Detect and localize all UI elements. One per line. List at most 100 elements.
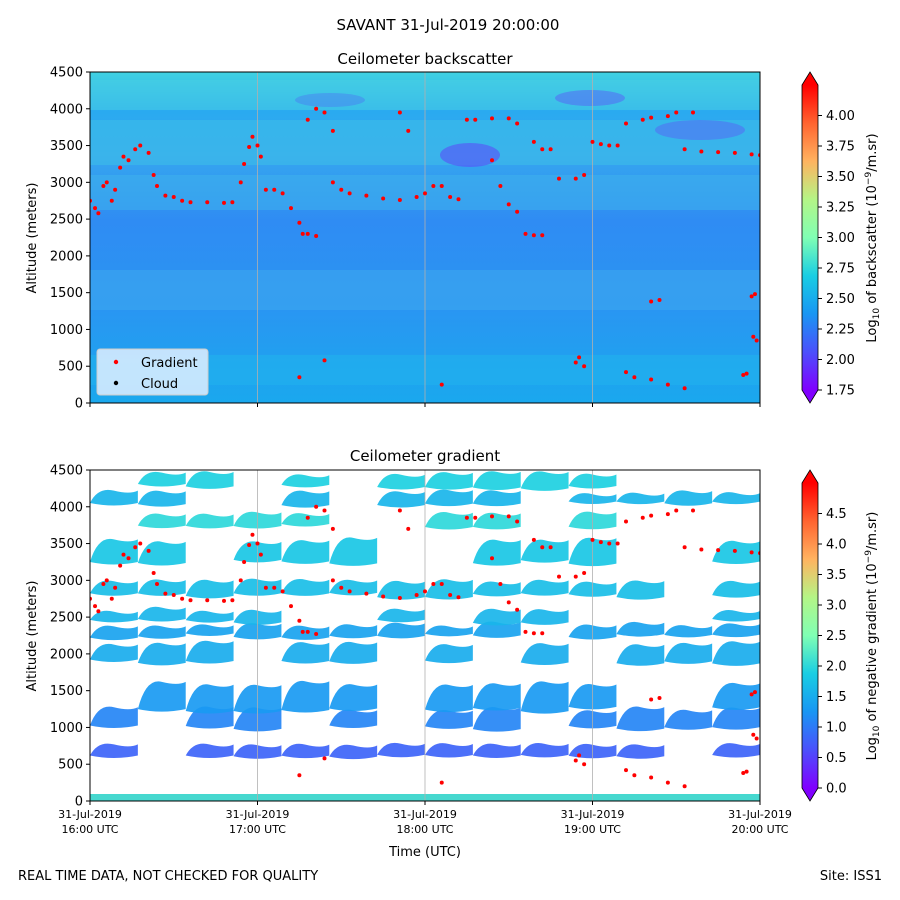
gradient-point — [506, 116, 511, 121]
gradient-layer-segment — [329, 709, 378, 728]
gradient-title: Ceilometer gradient — [350, 447, 500, 465]
gradient-point — [163, 591, 168, 596]
gradient-layer-segment — [90, 706, 138, 729]
gradient-point — [109, 198, 114, 203]
gradient-layer-segment — [472, 683, 521, 711]
gradient-layer-segment — [185, 610, 234, 623]
gradient-layer-segment — [137, 541, 186, 566]
gradient-point — [118, 563, 123, 568]
gradient-point — [280, 589, 285, 594]
gradient-point — [607, 143, 612, 148]
colorbar-label-part: /m.sr) — [865, 133, 880, 171]
gradient-point — [674, 110, 679, 115]
colorbar-label-part: /m.sr) — [865, 512, 880, 550]
gradient-point — [573, 758, 578, 763]
gradient-point — [247, 543, 252, 548]
gradient-point — [188, 598, 193, 603]
gradient-point — [498, 582, 503, 587]
gradient-point — [573, 360, 578, 365]
ytick-label: 3000 — [50, 574, 83, 589]
gradient-point — [490, 158, 494, 163]
gradient-point — [515, 209, 520, 214]
colorbar-tick-label: 3.0 — [826, 599, 847, 614]
gradient-layer-segment — [137, 579, 186, 596]
gradient-point — [573, 176, 578, 181]
xtick-label-time: 17:00 UTC — [229, 823, 286, 836]
gradient-point — [93, 604, 98, 609]
gradient-point — [314, 106, 319, 111]
gradient-point — [289, 604, 293, 609]
gradient-point — [577, 355, 582, 360]
gradient-point — [339, 187, 344, 192]
gradient-point — [101, 582, 106, 587]
gradient-point — [531, 233, 536, 238]
gradient-point — [109, 596, 114, 601]
gradient-layer-segment — [425, 579, 473, 600]
colorbar-tick-label: 2.00 — [826, 353, 855, 368]
gradient-point — [464, 117, 469, 122]
gradient-layer-segment — [712, 492, 760, 505]
gradient-layer-segment — [472, 608, 521, 626]
gradient-point — [506, 600, 511, 605]
gradient-point — [649, 115, 654, 120]
gradient-layer-segment — [137, 606, 186, 622]
gradient-ylabel: Altitude (meters) — [25, 581, 40, 692]
gradient-layer-segment — [185, 579, 234, 599]
gradient-point — [258, 552, 263, 557]
ytick-label: 1000 — [50, 721, 83, 736]
gradient-point — [305, 117, 310, 122]
gradient-layer-segment — [712, 682, 760, 710]
backscatter-xticks — [89, 403, 761, 407]
gradient-point — [364, 591, 369, 596]
gradient-point — [314, 504, 319, 509]
gradient-point — [577, 753, 582, 758]
gradient-layer-segment — [425, 489, 473, 507]
gradient-layer-segment — [281, 474, 330, 488]
gradient-point — [448, 195, 453, 200]
colorbar-outline — [801, 71, 819, 404]
gradient-point — [665, 114, 670, 119]
gradient-point — [531, 631, 536, 636]
gradient-point — [322, 110, 327, 115]
gradient-point — [515, 607, 520, 612]
xtick-label-time: 18:00 UTC — [396, 823, 453, 836]
gradient-point — [322, 358, 327, 363]
gradient-layer-segment — [425, 684, 473, 713]
ytick-label: 0 — [75, 795, 83, 810]
colorbar-label: Log10 of backscatter (10−9/m.sr) — [864, 133, 882, 342]
ytick-label: 3000 — [50, 176, 83, 191]
backscatter-points — [90, 106, 760, 391]
gradient-point — [205, 200, 210, 205]
gradient-layer-segment — [425, 625, 473, 637]
gradient-point — [657, 298, 662, 303]
gradient-point — [624, 121, 628, 126]
xtick-label-time: 16:00 UTC — [61, 823, 118, 836]
colorbar-label: Log10 of negative gradient (10−9/m.sr) — [864, 512, 882, 761]
colorbar-label-part: of backscatter (10 — [865, 185, 880, 308]
gradient-layer-segment — [377, 580, 425, 600]
gradient-point — [163, 193, 168, 198]
gradient-layer-segment — [616, 644, 665, 666]
gradient-layer-segment — [520, 471, 569, 491]
gradient-point — [263, 187, 268, 192]
gradient-layer-segment — [472, 621, 521, 638]
gradient-point — [322, 508, 327, 513]
gradient-point — [674, 508, 679, 513]
gradient-layer-segment — [472, 707, 521, 732]
gradient-layer-segment — [520, 743, 569, 758]
gradient-point — [151, 570, 156, 575]
gradient-point — [146, 150, 151, 155]
gradient-point — [749, 294, 754, 299]
gradient-layer-segment — [425, 472, 473, 490]
gradient-layer-segment — [137, 681, 186, 712]
gradient-layer-segment — [90, 643, 138, 663]
gradient-layers — [90, 471, 760, 760]
gradient-point — [381, 594, 386, 599]
gradient-layer-segment — [90, 610, 138, 623]
gradient-layer-segment — [185, 743, 234, 759]
gradient-point — [665, 512, 670, 517]
gradient-layer-segment — [664, 625, 713, 638]
gradient-point — [300, 231, 305, 236]
gradient-point — [397, 197, 402, 202]
gradient-point — [347, 191, 352, 196]
